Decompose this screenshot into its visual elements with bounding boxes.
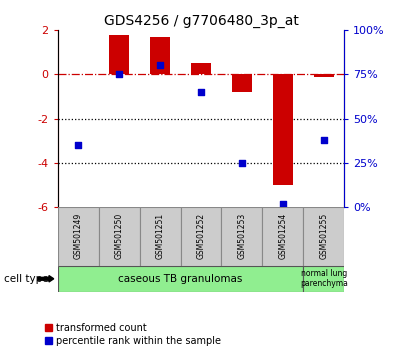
- Bar: [232, 74, 252, 92]
- Text: cell type: cell type: [4, 274, 49, 284]
- Bar: [58, 207, 99, 266]
- Bar: [140, 207, 181, 266]
- Text: GSM501253: GSM501253: [238, 213, 246, 259]
- Point: [157, 63, 163, 68]
- Text: normal lung
parenchyma: normal lung parenchyma: [300, 269, 348, 289]
- Title: GDS4256 / g7706480_3p_at: GDS4256 / g7706480_3p_at: [103, 14, 298, 28]
- Text: GSM501249: GSM501249: [74, 213, 83, 259]
- Bar: [262, 207, 303, 266]
- Point: [198, 89, 204, 95]
- Bar: [273, 74, 293, 185]
- Bar: [109, 34, 129, 74]
- Text: GSM501254: GSM501254: [278, 213, 287, 259]
- Point: [239, 160, 245, 166]
- Point: [116, 72, 122, 77]
- Bar: [191, 63, 211, 74]
- Text: GSM501251: GSM501251: [156, 213, 164, 259]
- Bar: [314, 74, 334, 76]
- Point: [321, 137, 327, 143]
- Bar: [99, 207, 140, 266]
- Text: GSM501255: GSM501255: [319, 213, 328, 259]
- Text: GSM501250: GSM501250: [115, 213, 124, 259]
- Point: [280, 201, 286, 206]
- Text: GSM501252: GSM501252: [197, 213, 205, 259]
- Bar: [221, 207, 262, 266]
- Legend: transformed count, percentile rank within the sample: transformed count, percentile rank withi…: [45, 323, 221, 346]
- Point: [75, 142, 81, 148]
- Text: caseous TB granulomas: caseous TB granulomas: [118, 274, 243, 284]
- Bar: [58, 266, 303, 292]
- Bar: [150, 37, 170, 74]
- Bar: [303, 266, 344, 292]
- Bar: [181, 207, 221, 266]
- Bar: [303, 207, 344, 266]
